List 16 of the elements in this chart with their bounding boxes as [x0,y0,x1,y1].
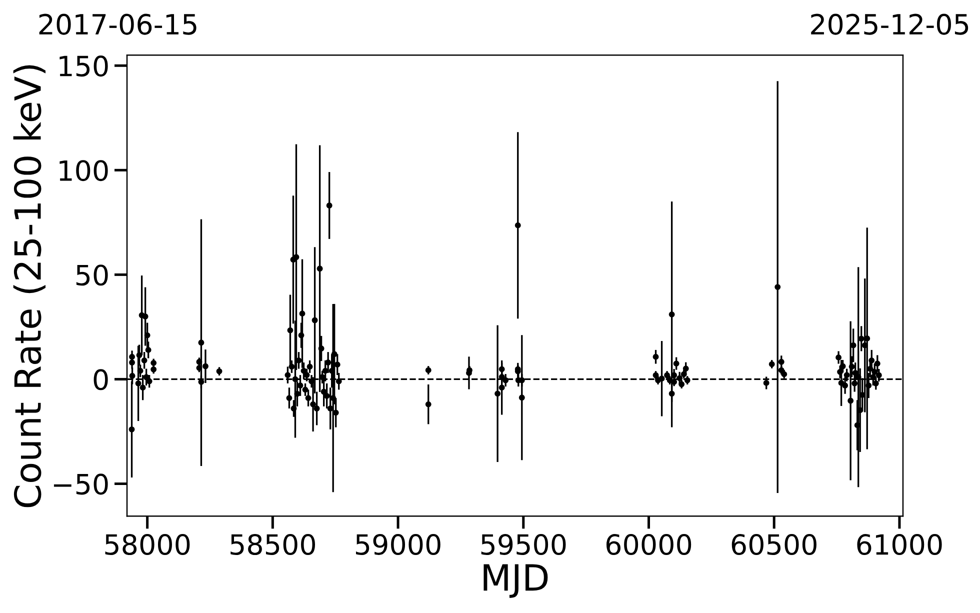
y-axis-title: Count Rate (25-100 keV) [13,65,46,508]
y-tick-label: 50 [76,264,108,286]
x-tick-label: 59000 [356,534,440,556]
y-tick-label: 150 [60,56,108,77]
x-tick-label: 59500 [481,534,566,556]
x-tick-label: 58000 [105,534,190,556]
y-tick-label: 0 [94,369,108,390]
y-tick-label: 100 [60,160,108,182]
text: 2017-06-15 [39,14,196,35]
x-axis-title: MJD [484,564,548,598]
text: 2025-12-05 [811,14,968,35]
x-tick-label: 60500 [732,534,816,556]
x-tick-label: 61000 [857,534,942,556]
y-tick-label: −50 [54,474,108,495]
x-tick-label: 58500 [230,534,316,556]
x-tick-label: 60000 [606,534,692,556]
